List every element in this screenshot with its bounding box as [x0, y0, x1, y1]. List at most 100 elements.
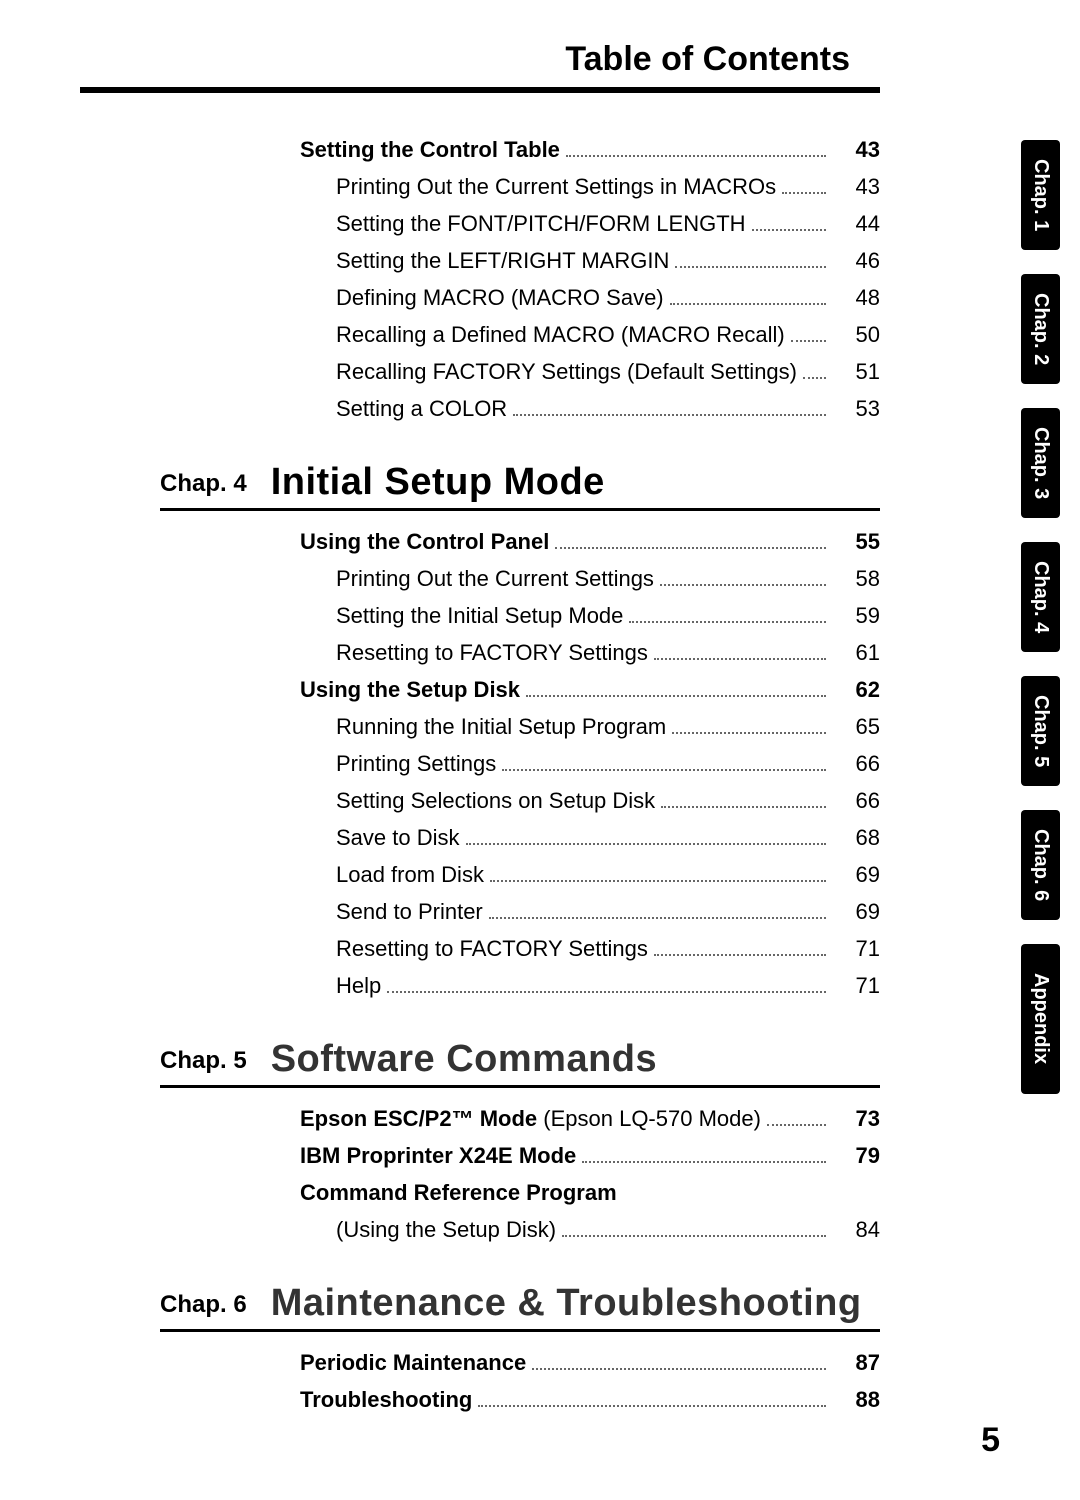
toc-entry: Help71 [300, 969, 880, 1002]
toc-entry-page: 58 [834, 562, 880, 595]
toc-leader-dots [582, 1161, 826, 1163]
chapter-heading: Chap. 5Software Commands [160, 1038, 880, 1088]
toc-entry: Setting the FONT/PITCH/FORM LENGTH44 [300, 207, 880, 240]
toc-entry-page: 69 [834, 895, 880, 928]
toc-entry-label: Recalling FACTORY Settings (Default Sett… [336, 355, 797, 388]
toc-entry-page: 46 [834, 244, 880, 277]
toc-entry-page: 68 [834, 821, 880, 854]
toc-entry-label: (Using the Setup Disk) [336, 1213, 556, 1246]
toc-entry-page: 44 [834, 207, 880, 240]
toc-entry: Send to Printer 69 [300, 895, 880, 928]
toc-entry-page: 43 [834, 133, 880, 166]
toc-section-pre: Setting the Control Table43 Printing Out … [120, 133, 880, 425]
toc-entry-page: 51 [834, 355, 880, 388]
toc-entry: Running the Initial Setup Program 65 [300, 710, 880, 743]
toc-leader-dots [752, 229, 826, 231]
side-tab[interactable]: Chap. 3 [1021, 408, 1060, 518]
toc-entry: Save to Disk68 [300, 821, 880, 854]
toc-list: Using the Control Panel55 Printing Out th… [300, 525, 880, 1002]
toc-entry-page: 66 [834, 784, 880, 817]
chapters-container: Chap. 4Initial Setup ModeUsing the Contr… [120, 461, 880, 1416]
side-tab[interactable]: Chap. 2 [1021, 274, 1060, 384]
toc-entry-label: Defining MACRO (MACRO Save) [336, 281, 664, 314]
toc-leader-dots [555, 547, 826, 549]
toc-leader-dots [566, 155, 826, 157]
toc-entry: Using the Control Panel55 [300, 525, 880, 558]
toc-entry-label: Running the Initial Setup Program [336, 710, 666, 743]
toc-entry-page: 84 [834, 1213, 880, 1246]
toc-entry: Printing Out the Current Settings in MAC… [300, 170, 880, 203]
toc-entry-label: Resetting to FACTORY Settings [336, 636, 648, 669]
toc-entry-page: 50 [834, 318, 880, 351]
toc-entry-page: 62 [834, 673, 880, 706]
chapter-label: Chap. 4 [160, 470, 247, 498]
toc-entry-page: 59 [834, 599, 880, 632]
toc-entry-label: Periodic Maintenance [300, 1346, 526, 1379]
toc-leader-dots [526, 695, 826, 697]
toc-entry-label: Setting Selections on Setup Disk [336, 784, 655, 817]
toc-leader-dots [782, 192, 826, 194]
page-title: Table of Contents [120, 40, 880, 79]
toc-entry-page: 48 [834, 281, 880, 314]
side-tab[interactable]: Appendix [1021, 944, 1060, 1094]
toc-entry-page: 71 [834, 932, 880, 965]
toc-entry-label: Load from Disk [336, 858, 484, 891]
toc-leader-dots [791, 340, 826, 342]
toc-entry-page: 65 [834, 710, 880, 743]
toc-leader-dots [803, 377, 826, 379]
toc-section: Chap. 6Maintenance & TroubleshootingPeri… [120, 1282, 880, 1416]
toc-leader-dots [387, 991, 826, 993]
toc-entry: Troubleshooting88 [300, 1383, 880, 1416]
toc-entry-page: 87 [834, 1346, 880, 1379]
toc-entry-label: Printing Out the Current Settings in MAC… [336, 170, 776, 203]
toc-leader-dots [629, 621, 826, 623]
toc-entry-page: 61 [834, 636, 880, 669]
side-tab[interactable]: Chap. 5 [1021, 676, 1060, 786]
toc-leader-dots [661, 806, 826, 808]
toc-entry: Setting the Control Table43 [300, 133, 880, 166]
toc-entry: Printing Out the Current Settings 58 [300, 562, 880, 595]
toc-entry: Resetting to FACTORY Settings 71 [300, 932, 880, 965]
toc-leader-dots [654, 658, 826, 660]
toc-leader-dots [562, 1235, 826, 1237]
toc-section: Chap. 5Software Commands Epson ESC/P2™ Mo… [120, 1038, 880, 1246]
toc-entry: Setting a COLOR 53 [300, 392, 880, 425]
toc-entry-label: Setting a COLOR [336, 392, 507, 425]
header-rule [80, 87, 880, 93]
toc-entry-page: 53 [834, 392, 880, 425]
toc-entry-label: Troubleshooting [300, 1383, 472, 1416]
toc-entry-label: Setting the LEFT/RIGHT MARGIN [336, 244, 669, 277]
toc-entry: Defining MACRO (MACRO Save) 48 [300, 281, 880, 314]
toc-list: Epson ESC/P2™ Mode (Epson LQ-570 Mode)73… [300, 1102, 880, 1246]
toc-entry-page: 79 [834, 1139, 880, 1172]
page-number: 5 [981, 1421, 1000, 1460]
toc-entry: Load from Disk 69 [300, 858, 880, 891]
toc-leader-dots [675, 266, 826, 268]
toc-entry-label: Using the Setup Disk [300, 673, 520, 706]
toc-entry-page: 69 [834, 858, 880, 891]
toc-entry-page: 55 [834, 525, 880, 558]
toc-entry: Command Reference Program [300, 1176, 880, 1209]
side-tab[interactable]: Chap. 6 [1021, 810, 1060, 920]
side-tab[interactable]: Chap. 1 [1021, 140, 1060, 250]
toc-leader-dots [478, 1405, 826, 1407]
toc-section: Chap. 4Initial Setup ModeUsing the Contr… [120, 461, 880, 1002]
toc-entry-label: Setting the Initial Setup Mode [336, 599, 623, 632]
toc-entry-label: Printing Out the Current Settings [336, 562, 654, 595]
toc-entry-page: 71 [834, 969, 880, 1002]
toc-entry-page: 43 [834, 170, 880, 203]
toc-entry: Periodic Maintenance 87 [300, 1346, 880, 1379]
toc-entry: Printing Settings66 [300, 747, 880, 780]
toc-entry-label: Resetting to FACTORY Settings [336, 932, 648, 965]
toc-entry: Setting Selections on Setup Disk 66 [300, 784, 880, 817]
toc-entry-label: IBM Proprinter X24E Mode [300, 1139, 576, 1172]
side-tab[interactable]: Chap. 4 [1021, 542, 1060, 652]
toc-entry: Using the Setup Disk 62 [300, 673, 880, 706]
toc-entry-label: Send to Printer [336, 895, 483, 928]
toc-entry: IBM Proprinter X24E Mode 79 [300, 1139, 880, 1172]
toc-list: Periodic Maintenance 87 Troubleshooting88 [300, 1346, 880, 1416]
toc-leader-dots [532, 1368, 826, 1370]
toc-entry: Resetting to FACTORY Settings 61 [300, 636, 880, 669]
chapter-title: Software Commands [271, 1038, 657, 1081]
toc-leader-dots [767, 1124, 826, 1126]
